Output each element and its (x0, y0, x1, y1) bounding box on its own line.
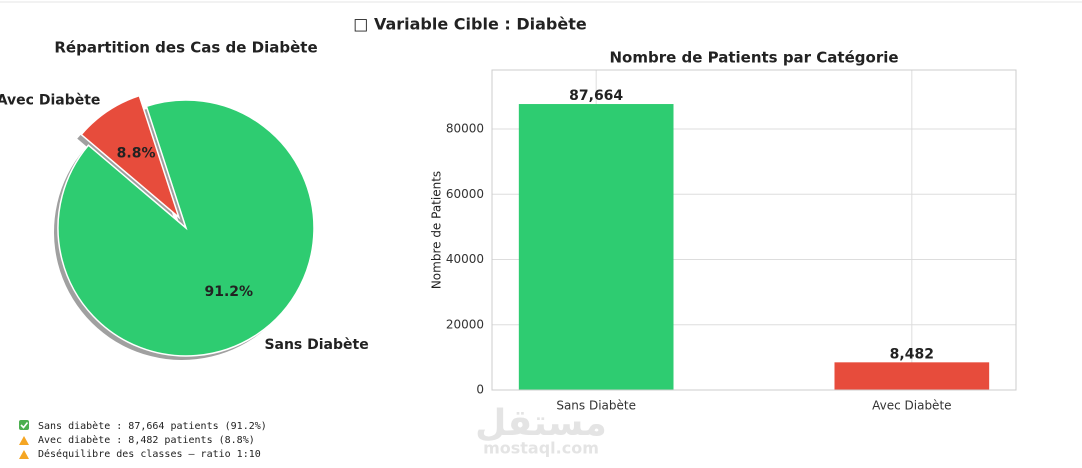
pie-pct-label: 91.2% (205, 284, 254, 300)
pie-label: Sans Diabète (264, 337, 368, 353)
chart-title: Nombre de Patients par Catégorie (609, 49, 898, 67)
watermark-logo: مستقل (475, 403, 607, 444)
console-line: Sans diabète : 87,664 patients (91.2%) (38, 420, 267, 432)
bar-value-label: 8,482 (890, 346, 934, 362)
pie-label: Avec Diabète (0, 92, 100, 108)
pie-slice (57, 99, 315, 357)
pie-pct-label: 8.8% (117, 146, 156, 162)
y-tick-label: 0 (476, 383, 484, 397)
check-icon (19, 420, 29, 430)
y-tick-label: 40000 (446, 252, 484, 266)
y-axis-label: Nombre de Patients (430, 171, 444, 289)
y-tick-label: 20000 (446, 317, 484, 331)
y-tick-label: 60000 (446, 187, 484, 201)
console-line: Avec diabète : 8,482 patients (8.8%) (38, 434, 255, 446)
plot-frame (491, 69, 1017, 391)
watermark-site: mostaql.com (483, 439, 599, 458)
x-tick-label: Avec Diabète (872, 399, 951, 413)
chart-title: Répartition des Cas de Diabète (54, 39, 317, 57)
bar-value-label: 87,664 (569, 88, 623, 104)
pie-slice (80, 94, 181, 220)
warning-icon (19, 450, 29, 459)
x-tick-label: Sans Diabète (556, 399, 636, 413)
bar (518, 104, 674, 391)
bar (834, 362, 990, 390)
warning-icon (19, 436, 29, 445)
y-tick-label: 80000 (446, 122, 484, 136)
console-line: Déséquilibre des classes — ratio 1:10 (38, 448, 261, 460)
check-mark (20, 422, 29, 429)
page-title: □ Variable Cible : Diabète (353, 15, 587, 34)
